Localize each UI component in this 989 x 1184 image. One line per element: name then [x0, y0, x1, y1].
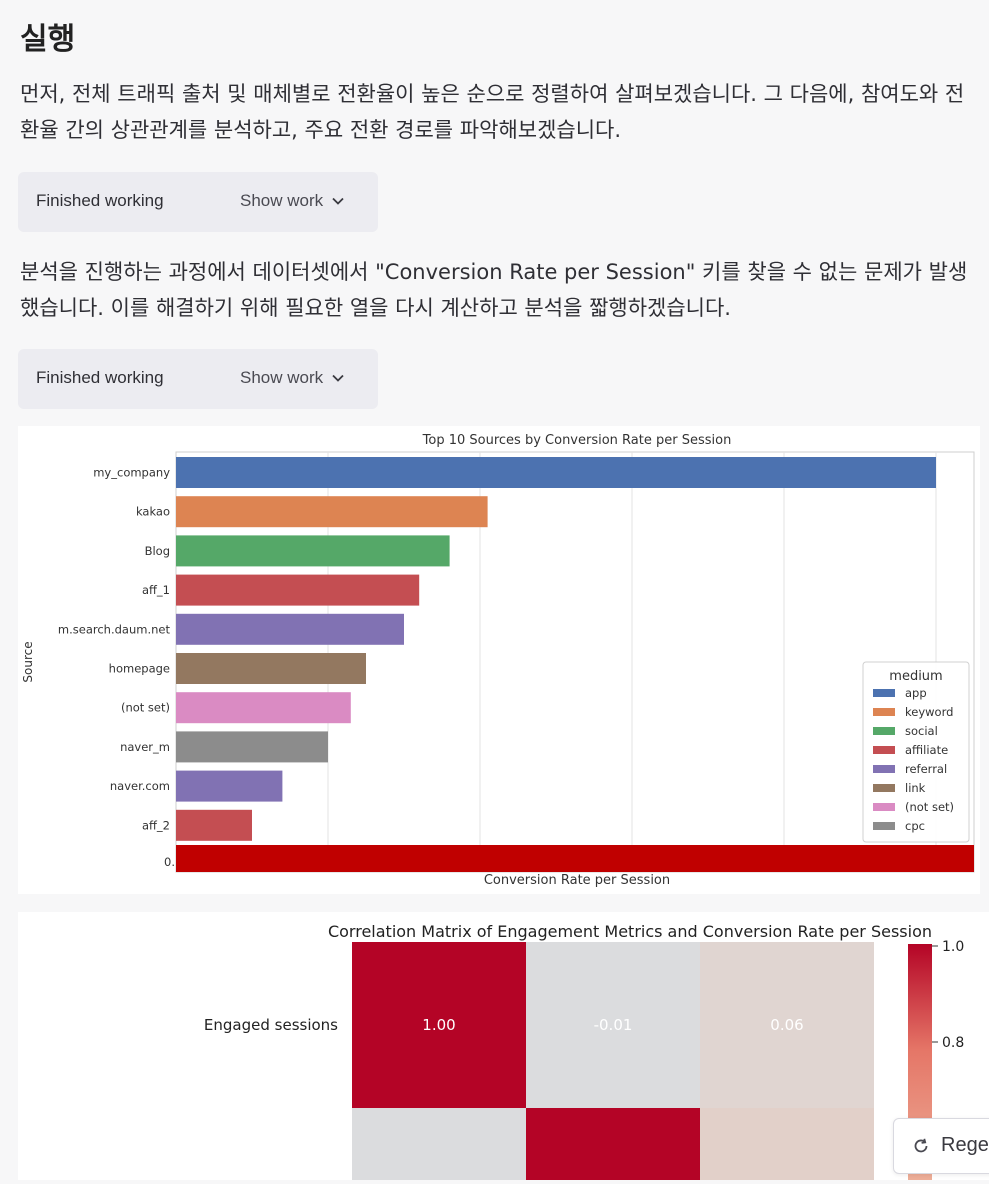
row-label: Engaged sessions	[204, 1016, 338, 1034]
legend-label: referral	[905, 762, 947, 776]
y-tick-label: aff_2	[142, 818, 170, 832]
refresh-icon	[914, 1138, 928, 1153]
y-tick-label: Blog	[145, 544, 170, 558]
chevron-down-icon	[332, 374, 344, 382]
show-work-toggle[interactable]: Show work	[240, 368, 345, 388]
legend-label: affiliate	[905, 743, 948, 757]
legend-swatch	[873, 708, 895, 716]
bar	[176, 692, 351, 724]
top-sources-bar-chart: Top 10 Sources by Conversion Rate per Se…	[21, 433, 975, 888]
legend-swatch	[873, 727, 895, 735]
heatmap-panel: Correlation Matrix of Engagement Metrics…	[18, 912, 989, 1180]
x-axis-label: Conversion Rate per Session	[484, 873, 670, 888]
cell-value-label: -0.01	[594, 1016, 633, 1034]
redaction-bar	[176, 845, 974, 872]
bar	[176, 574, 420, 606]
section-title: 실행	[20, 22, 76, 57]
show-work-label: Show work	[240, 191, 324, 210]
bar	[176, 770, 283, 802]
y-tick-label: aff_1	[142, 583, 170, 597]
y-tick-label: my_company	[93, 466, 170, 480]
colorbar-tick-label: 1.0	[942, 939, 964, 955]
legend-label: cpc	[905, 819, 925, 833]
bar	[176, 457, 936, 488]
legend-box	[862, 661, 970, 843]
work-status-text: Finished working	[36, 191, 164, 210]
y-axis-label: Source	[21, 641, 35, 682]
show-work-toggle[interactable]: Show work	[240, 191, 345, 211]
y-tick-label: kakao	[136, 505, 170, 519]
heatmap-cell	[352, 1108, 526, 1180]
legend-label: link	[905, 781, 926, 795]
bar	[176, 535, 450, 567]
y-tick-label: homepage	[109, 662, 170, 676]
chart-title: Correlation Matrix of Engagement Metrics…	[328, 922, 932, 941]
legend-label: keyword	[905, 705, 953, 719]
correlation-heatmap: Correlation Matrix of Engagement Metrics…	[204, 922, 964, 1180]
legend-label: (not set)	[905, 800, 954, 814]
legend-title: medium	[889, 669, 942, 684]
chevron-down-icon	[332, 197, 344, 205]
colorbar-tick-label: 0.8	[942, 1035, 964, 1051]
legend-label: social	[905, 724, 938, 738]
legend-swatch	[873, 765, 895, 773]
y-tick-label: m.search.daum.net	[58, 622, 171, 636]
regenerate-button[interactable]: Rege	[893, 1118, 989, 1174]
bar	[176, 496, 488, 528]
legend-swatch	[873, 746, 895, 754]
y-tick-label: naver_m	[120, 740, 170, 754]
cell-value-label: 1.00	[422, 1016, 455, 1034]
y-tick-label: (not set)	[121, 701, 170, 715]
legend-swatch	[873, 784, 895, 792]
legend-swatch	[873, 822, 895, 830]
legend-swatch	[873, 803, 895, 811]
heatmap-cell	[526, 942, 700, 1108]
legend-swatch	[873, 689, 895, 697]
bar	[176, 613, 404, 645]
cell-value-label: 0.06	[770, 1016, 803, 1034]
chart-title: Top 10 Sources by Conversion Rate per Se…	[422, 433, 732, 448]
work-status-box: Finished working Show work	[18, 172, 378, 232]
work-status-box: Finished working Show work	[18, 349, 378, 409]
regenerate-label: Rege	[941, 1134, 989, 1156]
bar	[176, 809, 252, 841]
heatmap-cell	[700, 1108, 874, 1180]
bar	[176, 653, 366, 684]
y-tick-label: naver.com	[110, 779, 170, 793]
legend-label: app	[905, 686, 927, 700]
intro-paragraph: 먼저, 전체 트래픽 출처 및 매체별로 전환율이 높은 순으로 정렬하여 살펴…	[20, 82, 965, 142]
bar	[176, 731, 328, 763]
heatmap-cell	[526, 1108, 700, 1180]
issue-paragraph: 분석을 진행하는 과정에서 데이터셋에서 "Conversion Rate pe…	[20, 260, 968, 320]
heatmap-cell	[352, 942, 526, 1108]
x-tick-label: 0.	[164, 855, 175, 869]
heatmap-cell	[700, 942, 874, 1108]
bar-chart-panel: Top 10 Sources by Conversion Rate per Se…	[18, 426, 980, 894]
show-work-label: Show work	[240, 368, 324, 387]
work-status-text: Finished working	[36, 368, 164, 387]
